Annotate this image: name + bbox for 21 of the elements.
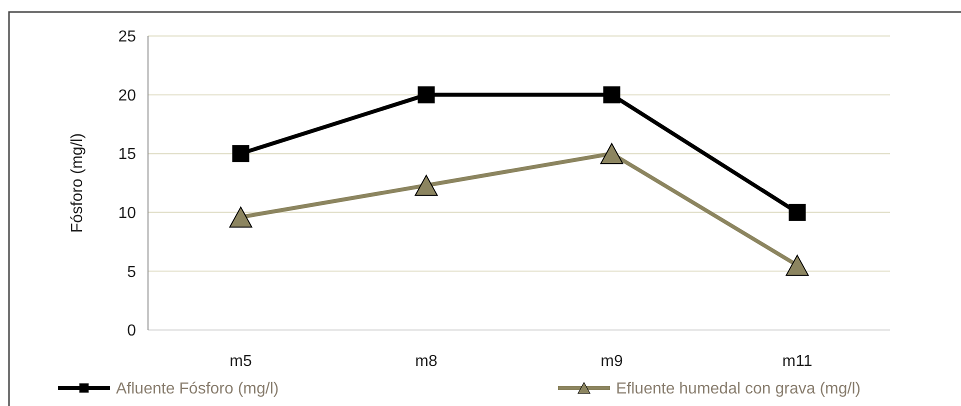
point — [786, 254, 809, 276]
x-tick-label: m9 — [600, 353, 623, 370]
point — [232, 145, 250, 162]
x-tick-label: m5 — [230, 353, 252, 370]
point — [414, 174, 438, 196]
legend-label: Efluente humedal con grava (mg/l) — [616, 380, 861, 398]
y-axis-title: Fósforo (mg/l) — [69, 133, 86, 233]
y-tick-label: 5 — [127, 264, 136, 281]
y-tick-label: 10 — [118, 205, 136, 222]
x-tick-label: m11 — [782, 353, 812, 370]
point — [229, 206, 252, 228]
y-tick-label: 0 — [127, 322, 136, 340]
point — [603, 86, 620, 104]
legend-label: Afluente Fósforo (mg/l) — [116, 380, 279, 398]
y-tick-label: 15 — [118, 146, 136, 164]
x-tick-label: m8 — [415, 353, 438, 370]
y-tick-label: 20 — [118, 87, 136, 104]
y-tick-label: 25 — [118, 28, 136, 46]
point — [600, 143, 624, 164]
point — [788, 204, 806, 221]
point — [418, 86, 435, 104]
